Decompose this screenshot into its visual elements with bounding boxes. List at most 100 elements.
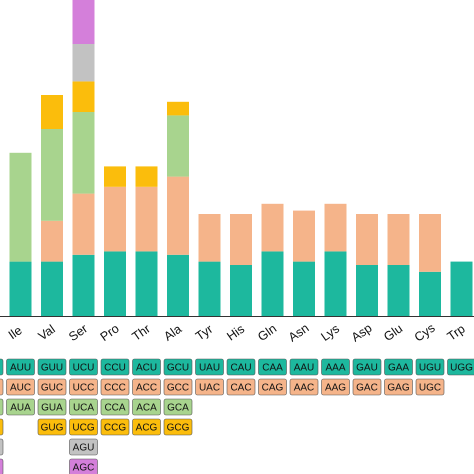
codon-cell-box xyxy=(163,418,193,436)
codon-label-aag: AAG xyxy=(325,383,346,394)
codon-cell-box xyxy=(6,358,35,376)
codon-cell: AAC xyxy=(289,378,319,396)
codon-cell-box xyxy=(289,378,319,396)
bar-lys-segment-2 xyxy=(324,203,347,252)
codon-cell-box xyxy=(0,378,4,396)
codon-cell-box xyxy=(384,358,413,376)
codon-label-ccc: CCC xyxy=(104,383,126,394)
codon-label-acg: ACG xyxy=(136,423,158,434)
codon-cell-box xyxy=(132,378,161,396)
bar-glu-segment-1 xyxy=(387,265,410,316)
codon-cell-box xyxy=(0,438,4,456)
codon-label-gaa: GAA xyxy=(388,363,409,374)
bar-tyr-segment-1 xyxy=(198,261,221,316)
codon-cell: UGU xyxy=(415,358,445,376)
codon-label-ucu: UCU xyxy=(73,363,95,374)
codon-cell: ACG xyxy=(132,418,161,436)
codon-cell-box xyxy=(195,378,224,396)
x-tick-label-trp: Trp xyxy=(445,322,468,344)
bar-his-segment-1 xyxy=(230,265,252,316)
codon-cell-box xyxy=(384,378,413,396)
bar-pro-segment-4 xyxy=(104,166,126,187)
x-tick-label-tyr: Tyr xyxy=(193,322,215,343)
bar-thr-segment-1 xyxy=(135,251,158,316)
codon-label-auc: AUC xyxy=(10,383,31,394)
codon-cell-box xyxy=(0,418,4,436)
bar-his-segment-2 xyxy=(230,214,252,265)
codon-cell: AAG xyxy=(321,378,350,396)
codon-cell: GUG xyxy=(37,418,67,436)
codon-cell: AUU xyxy=(6,358,35,376)
codon-cell: A xyxy=(0,398,4,416)
codon-cell: UGG xyxy=(447,358,474,376)
codon-cell: ACC xyxy=(132,378,161,396)
codon-cell: GCG xyxy=(163,418,193,436)
bar-ser-segment-6 xyxy=(72,0,95,44)
bar-asn-segment-1 xyxy=(293,261,315,316)
codon-cell: AGU xyxy=(69,438,98,456)
codon-label-agc: AGC xyxy=(73,463,95,474)
codon-cell-box xyxy=(6,378,35,396)
bar-group xyxy=(9,0,473,316)
codon-cell: CCC xyxy=(100,378,130,396)
codon-label-guu: GUU xyxy=(41,363,63,374)
codon-cell-box xyxy=(321,358,350,376)
codon-cell-box xyxy=(226,378,256,396)
bar-thr-segment-4 xyxy=(135,166,158,187)
codon-cell-box xyxy=(321,378,350,396)
codon-cell: ACA xyxy=(132,398,161,416)
bar-ala-segment-4 xyxy=(167,101,189,116)
x-tick-label-ile: Ile xyxy=(6,323,25,342)
bar-ser-segment-5 xyxy=(72,44,95,82)
codon-cell: GAG xyxy=(384,378,413,396)
codon-cell-box xyxy=(37,398,67,416)
codon-label-gau: GAU xyxy=(356,363,378,374)
bar-ile-segment-3 xyxy=(9,152,32,262)
bar-val-segment-1 xyxy=(41,261,63,316)
bar-ala-segment-1 xyxy=(167,254,189,316)
codon-cell-box xyxy=(100,378,130,396)
bar-tyr-segment-2 xyxy=(198,214,221,262)
codon-cell: A xyxy=(0,358,4,376)
codon-cell-box xyxy=(258,358,287,376)
bar-ser-segment-2 xyxy=(72,193,95,255)
codon-cell: CCU xyxy=(100,358,130,376)
codon-label-gcc: GCC xyxy=(167,383,189,394)
codon-cell: ACU xyxy=(132,358,161,376)
codon-cell: CCA xyxy=(100,398,130,416)
codon-cell: GUU xyxy=(37,358,67,376)
codon-cell: UCA xyxy=(69,398,98,416)
bar-trp-segment-1 xyxy=(450,261,473,316)
codon-label-ugc: UGC xyxy=(419,383,441,394)
codon-cell-box xyxy=(352,378,382,396)
codon-label-ugg: UGG xyxy=(450,363,473,374)
codon-cell: CAG xyxy=(258,378,287,396)
codon-cell-box xyxy=(69,358,98,376)
codon-cell-box xyxy=(0,458,4,474)
codon-cell-box xyxy=(100,418,130,436)
codon-cell-box xyxy=(289,358,319,376)
codon-cell: UAU xyxy=(195,358,224,376)
codon-label-uac: UAC xyxy=(199,383,220,394)
bar-ala-segment-3 xyxy=(167,115,189,177)
codon-label-uca: UCA xyxy=(73,403,94,414)
x-tick-label-gln: Gln xyxy=(255,321,279,344)
codon-cell-box xyxy=(0,398,4,416)
codon-label-gag: GAG xyxy=(387,383,409,394)
bar-cys-segment-2 xyxy=(419,214,441,272)
bar-thr-segment-2 xyxy=(135,186,158,252)
codon-cell: GCA xyxy=(163,398,193,416)
bar-asp-segment-2 xyxy=(356,214,378,265)
bar-ile-segment-1 xyxy=(9,261,32,316)
codon-cell: GAA xyxy=(384,358,413,376)
codon-label-cca: CCA xyxy=(104,403,125,414)
codon-cell-box xyxy=(37,358,67,376)
codon-label-ucg: UCG xyxy=(72,423,94,434)
bar-gln-segment-1 xyxy=(261,251,284,316)
codon-label-ccu: CCU xyxy=(104,363,126,374)
codon-cell: C xyxy=(0,438,4,456)
x-tick-label-asn: Asn xyxy=(286,321,312,345)
codon-cell-box xyxy=(163,398,193,416)
codon-cell-box xyxy=(132,418,161,436)
